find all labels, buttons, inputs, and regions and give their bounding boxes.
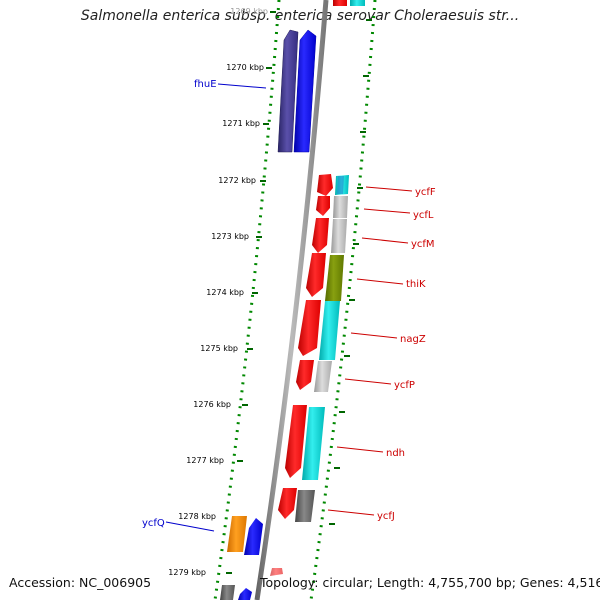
gene-ycfL[interactable]: [316, 196, 348, 218]
callouts-right: [327, 186, 413, 516]
gene-features-top: [333, 0, 365, 6]
gene-ycfQ[interactable]: [227, 516, 263, 555]
gene-ycfJ[interactable]: [278, 488, 315, 522]
scale-ticks-right: [329, 19, 372, 525]
scale-label: 1270 kbp: [226, 63, 264, 72]
gene-ycfM[interactable]: [312, 218, 347, 253]
gene-label-ndh[interactable]: ndh: [386, 448, 405, 459]
gene-features-bottom: [220, 568, 283, 600]
left-dotted-track: [213, 0, 281, 600]
scale-label: 1274 kbp: [206, 288, 244, 297]
scale-label: 1273 kbp: [211, 232, 249, 241]
scale-label: 1275 kbp: [200, 344, 238, 353]
scale-label: 1272 kbp: [218, 176, 256, 185]
gene-ycfP[interactable]: [296, 360, 332, 392]
gene-label-ycfM[interactable]: ycfM: [411, 239, 435, 250]
gene-label-ycfF[interactable]: ycfF: [415, 187, 436, 198]
scale-label: 1279 kbp: [168, 568, 206, 577]
genome-backbone: [254, 0, 329, 600]
gene-label-ycfQ[interactable]: ycfQ: [142, 518, 165, 529]
gene-thiK[interactable]: [306, 253, 344, 301]
gene-label-ycfJ[interactable]: ycfJ: [377, 511, 395, 522]
gene-label-fhuE[interactable]: fhuE: [194, 79, 217, 90]
page-title: Salmonella enterica subsp. enterica sero…: [80, 8, 520, 24]
gene-nagZ[interactable]: [298, 300, 340, 360]
right-dotted-track: [309, 0, 377, 600]
scale-label: 1278 kbp: [178, 512, 216, 521]
gene-fhuE[interactable]: [277, 29, 317, 153]
accession-text: Accession: NC_006905: [9, 575, 152, 590]
gene-label-thiK[interactable]: thiK: [406, 279, 426, 290]
gene-label-ycfL[interactable]: ycfL: [413, 210, 434, 221]
gene-label-ycfP[interactable]: ycfP: [394, 380, 415, 391]
callouts-left: [165, 83, 267, 532]
genome-summary-text: Topology: circular; Length: 4,755,700 bp…: [260, 575, 600, 590]
scale-label: 1277 kbp: [186, 456, 224, 465]
gene-label-nagZ[interactable]: nagZ: [400, 334, 426, 345]
scale-label: 1276 kbp: [193, 400, 231, 409]
gene-ycfF[interactable]: [317, 174, 349, 196]
scale-label: 1269 kbp: [230, 7, 268, 16]
scale-label: 1271 kbp: [222, 119, 260, 128]
gene-ndh[interactable]: [285, 405, 325, 480]
